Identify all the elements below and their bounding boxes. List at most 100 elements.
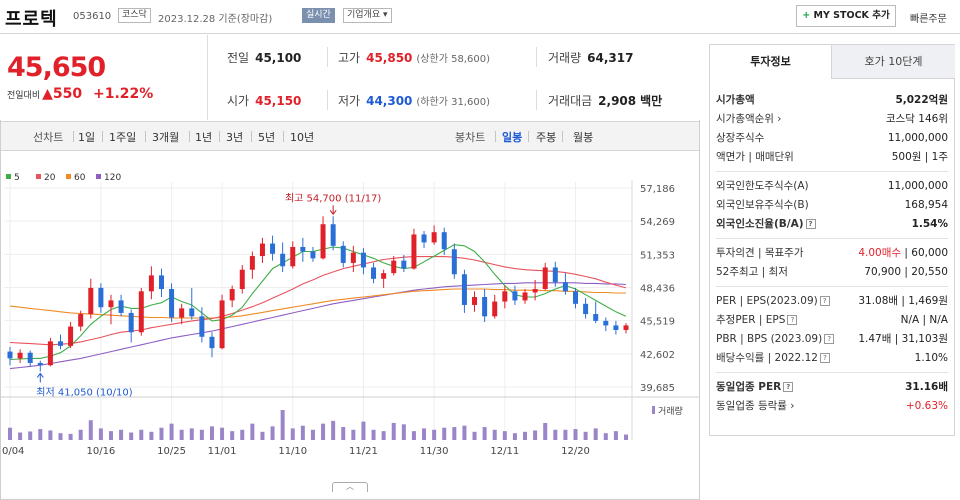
candle-body <box>472 297 478 305</box>
help-icon[interactable]: ? <box>819 353 830 363</box>
info-row: PER | EPS(2023.09)? 31.08배 | 1,469원 <box>716 292 948 310</box>
candle-body <box>562 282 568 292</box>
volume-bar <box>119 429 124 440</box>
info-value-text: 1.47배 | 31,103원 <box>858 333 948 345</box>
info-value: N/A | N/A <box>901 311 948 329</box>
candle-body <box>340 245 346 263</box>
lower-limit: (하한가 31,600) <box>416 97 490 108</box>
x-tick-label: 11/01 <box>208 446 237 457</box>
volume-bar <box>331 420 336 440</box>
candle-body <box>623 325 629 330</box>
monthly-candle-tab[interactable]: 월봉 <box>573 131 594 144</box>
candle-body <box>583 303 589 315</box>
price-stats: 전일 45,100 고가 45,850 (상한가 58,600) 거래량 64,317 … <box>209 35 699 120</box>
ma60-line <box>9 288 626 319</box>
candlestick-chart[interactable]: 5 20 60 120 57,186 54,269 51,353 48,436 45,519 42… <box>0 152 700 480</box>
divider <box>219 131 220 142</box>
period-1y[interactable]: 1년 <box>195 131 213 144</box>
help-icon[interactable]: ? <box>805 219 816 229</box>
chart-controls: 선차트 1일 1주일 3개월 1년 3년 5년 10년 봉차트 일봉 주봉 월봉 <box>0 121 700 151</box>
info-value-text: 70,900 | 20,550 <box>864 266 948 278</box>
weekly-candle-tab[interactable]: 주봉 <box>536 131 557 144</box>
period-10y[interactable]: 10년 <box>290 131 315 144</box>
candle-body <box>421 234 427 243</box>
volume-bar <box>270 426 275 440</box>
candle-body <box>98 287 104 308</box>
info-value: 31.08배 | 1,469원 <box>858 292 948 310</box>
section-divider <box>716 286 948 287</box>
candle-body <box>88 287 94 315</box>
ma20-line <box>9 256 627 346</box>
volume-bar <box>179 429 184 440</box>
info-label: 외국인한도주식수(A) <box>716 180 809 192</box>
volume-bar <box>18 432 23 440</box>
quick-order-link[interactable]: 빠른주문 <box>910 14 947 25</box>
info-value-text: 5,022억원 <box>895 94 948 106</box>
company-overview-dropdown[interactable]: 기업개요 ▾ <box>343 8 392 23</box>
help-icon[interactable]: ? <box>787 315 798 325</box>
volume-bar <box>563 429 568 440</box>
add-my-stock-button[interactable]: + MY STOCK 추가 <box>796 5 896 27</box>
line-chart-label: 선차트 <box>33 131 64 144</box>
daily-candle-tab[interactable]: 일봉 <box>502 131 523 144</box>
period-3y[interactable]: 3년 <box>226 131 244 144</box>
y-tick-label: 45,519 <box>640 317 675 328</box>
info-label: PBR | BPS (2023.09)? <box>716 330 835 348</box>
volume-label: 거래량 <box>548 51 582 65</box>
candle-body <box>148 275 154 292</box>
info-label: 시가총액 <box>716 94 755 106</box>
market-badge: 코스닥 <box>118 8 151 23</box>
prev-close-label: 전일 <box>227 51 250 65</box>
candle-body <box>603 320 609 326</box>
candle-body <box>431 232 437 243</box>
help-icon[interactable]: ? <box>819 296 830 306</box>
trade-amount-value: 2,908 <box>598 94 637 108</box>
volume-bar <box>351 429 356 440</box>
period-1d[interactable]: 1일 <box>78 131 96 144</box>
volume-bar <box>391 422 396 440</box>
info-row: 액면가 | 매매단위 500원 | 1주 <box>716 148 948 166</box>
info-value: 11,000,000 <box>888 129 948 147</box>
info-value: 1.10% <box>915 349 948 367</box>
volume-legend-label: 거래량 <box>658 405 683 417</box>
day-high-value: 45,850 <box>366 51 413 65</box>
volume-legend-swatch <box>652 406 655 414</box>
x-tick-label: 10/04 <box>0 446 24 457</box>
info-label: 외국인소진율(B/A)? <box>716 215 816 233</box>
volume-bar <box>321 423 326 440</box>
info-value-text: 31.16배 <box>905 381 948 393</box>
candle-body <box>310 251 316 259</box>
volume-bar <box>523 431 528 440</box>
section-divider <box>716 171 948 172</box>
volume-bar <box>472 431 477 440</box>
period-5y[interactable]: 5년 <box>258 131 276 144</box>
candle-body <box>552 267 558 283</box>
tab-investment-info[interactable]: 투자정보 <box>710 45 831 79</box>
volume: 거래량 64,317 <box>548 49 633 66</box>
volume-bar <box>8 427 12 440</box>
candle-body <box>108 300 114 308</box>
tab-order-book[interactable]: 호가 10단계 <box>831 45 955 79</box>
collapse-chart-button[interactable]: ︿ <box>332 482 368 492</box>
up-arrow-icon: ▲ <box>42 86 53 102</box>
info-row: 추정PER | EPS? N/A | N/A <box>716 311 948 329</box>
realtime-button[interactable]: 실시간 <box>302 8 335 23</box>
divider <box>495 131 496 142</box>
divider <box>327 47 328 67</box>
volume-bar <box>28 431 33 440</box>
section-divider <box>716 238 948 239</box>
period-1w[interactable]: 1주일 <box>109 131 137 144</box>
volume-bar <box>98 428 103 440</box>
help-icon[interactable]: ? <box>783 382 794 392</box>
x-tick-label: 12/20 <box>561 446 590 457</box>
change-label: 전일대비 <box>7 91 41 101</box>
legend-swatch <box>6 174 11 179</box>
divider <box>251 131 252 142</box>
period-3m[interactable]: 3개월 <box>152 131 180 144</box>
candle-body <box>512 291 518 301</box>
candle-body <box>47 341 53 366</box>
candle-body <box>300 246 306 252</box>
help-icon[interactable]: ? <box>824 334 835 344</box>
x-tick-label: 12/11 <box>490 446 519 457</box>
volume-bar <box>543 422 548 440</box>
